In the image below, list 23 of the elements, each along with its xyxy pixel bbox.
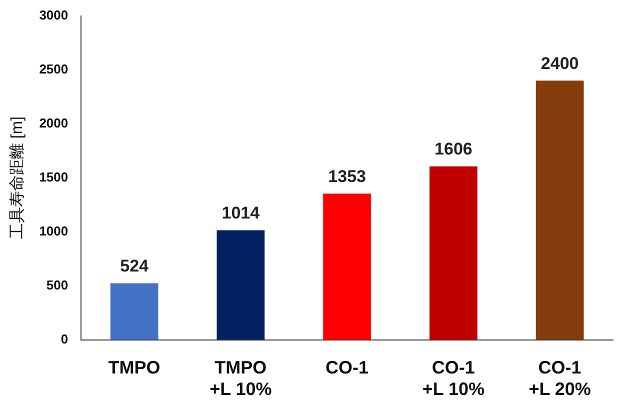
- y-tick-label: 500: [46, 277, 68, 292]
- data-label: 524: [120, 256, 150, 276]
- data-label: 1606: [434, 140, 472, 159]
- y-tick-label: 1000: [39, 223, 68, 238]
- x-tick-label: CO-1 +L 20%: [528, 358, 591, 400]
- data-label: 1353: [328, 166, 366, 186]
- data-label: 1014: [222, 203, 260, 222]
- data-label: 2400: [540, 54, 579, 73]
- x-tick-label: TMPO: [108, 358, 160, 378]
- bar: [430, 166, 478, 340]
- bar: [536, 80, 584, 340]
- y-tick-label: 2500: [39, 61, 68, 76]
- x-tick-label: CO-1 +L 10%: [422, 358, 485, 400]
- bar: [216, 230, 265, 340]
- y-tick-label: 0: [60, 331, 68, 346]
- y-tick-label: 3000: [39, 7, 68, 22]
- x-tick-label: CO-1: [326, 358, 369, 378]
- x-tick-label: TMPO +L 10%: [210, 358, 272, 400]
- bar: [110, 283, 158, 340]
- y-tick-label: 1500: [39, 169, 68, 184]
- y-tick-label: 2000: [39, 115, 68, 130]
- y-axis-title: 工具寿命距離 [m]: [8, 116, 26, 240]
- bar: [323, 194, 371, 340]
